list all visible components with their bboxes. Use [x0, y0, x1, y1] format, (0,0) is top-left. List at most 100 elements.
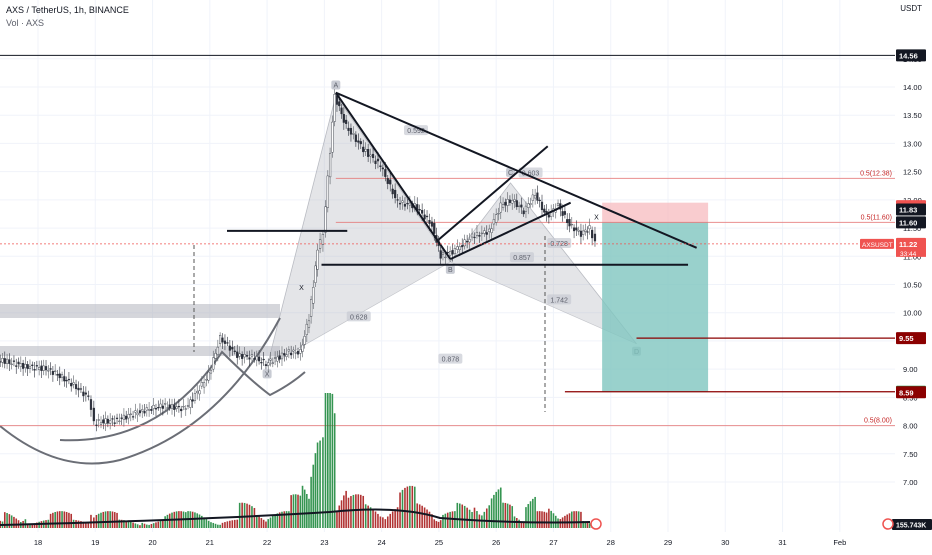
- volume-bar: [442, 514, 444, 528]
- candle-body: [561, 211, 564, 216]
- volume-bar: [255, 515, 258, 528]
- price-badge-value: 8.59: [899, 388, 914, 397]
- volume-bar: [166, 514, 169, 528]
- candle-body: [58, 373, 61, 379]
- candle-body: [439, 250, 442, 259]
- volume-bar: [538, 511, 541, 528]
- volume-bar: [288, 511, 290, 528]
- volume-bar: [31, 524, 34, 528]
- ratio-label: 0.628: [350, 314, 368, 321]
- candle-body: [200, 382, 203, 387]
- candle-body: [478, 235, 481, 237]
- price-badge: [896, 216, 926, 229]
- volume-ma-line: [0, 508, 591, 526]
- volume-bar: [3, 512, 6, 528]
- volume-bar: [345, 490, 347, 528]
- candle-body: [212, 357, 215, 370]
- target-zone: [602, 222, 709, 392]
- candle-body: [386, 178, 389, 184]
- candle-body: [141, 409, 144, 412]
- candle-body: [307, 320, 311, 328]
- volume-bar: [495, 491, 497, 528]
- ratio-badge: [404, 125, 428, 136]
- volume-bar: [125, 520, 127, 528]
- candle-body: [233, 350, 236, 352]
- candle-body: [95, 424, 98, 426]
- price-badge: [896, 49, 926, 62]
- candle-body: [170, 404, 174, 409]
- pattern-x-label: X: [299, 285, 304, 292]
- volume-bar: [219, 524, 221, 528]
- candle-body: [276, 356, 279, 362]
- price-badge-value: 11.60: [899, 218, 917, 227]
- candle-body: [536, 192, 539, 201]
- candle-body: [406, 202, 409, 205]
- candle-body: [421, 210, 424, 214]
- volume-bar: [132, 522, 134, 528]
- volume-bar: [159, 520, 162, 528]
- volume-bar: [102, 511, 105, 528]
- candle-body: [177, 405, 180, 408]
- candle-body: [531, 194, 534, 201]
- volume-bar: [541, 511, 543, 528]
- candle-body: [42, 365, 45, 371]
- volume-bar: [369, 507, 372, 528]
- volume-bar: [570, 511, 573, 528]
- candle-body: [84, 392, 87, 395]
- volume-bar: [226, 521, 229, 528]
- countdown-label: 33:44: [900, 251, 917, 258]
- candle-body: [118, 420, 121, 422]
- volume-bar: [141, 522, 144, 528]
- volume-bar: [283, 511, 286, 528]
- volume-bar: [355, 494, 357, 528]
- candle-body: [575, 227, 578, 231]
- volume-bar: [384, 519, 387, 528]
- candle-body: [506, 199, 509, 206]
- candle-body: [264, 364, 268, 366]
- candle-body: [104, 418, 107, 425]
- volume-bar: [97, 513, 100, 528]
- volume-bar: [75, 520, 77, 528]
- volume-bar: [290, 495, 292, 528]
- candle-body: [129, 413, 132, 415]
- candle-body: [461, 245, 464, 248]
- volume-bar: [299, 495, 302, 528]
- candle-body: [568, 218, 571, 227]
- candle-body: [425, 215, 429, 218]
- x-tick-label: Feb: [833, 538, 846, 547]
- volume-bar: [336, 510, 338, 528]
- candle-body: [468, 239, 471, 243]
- candle-body: [269, 358, 272, 361]
- y-tick-label: 13.50: [903, 111, 922, 120]
- candle-body: [285, 354, 288, 357]
- volume-bar: [401, 489, 404, 528]
- volume-bar: [70, 513, 73, 528]
- x-tick-label: 22: [263, 538, 271, 547]
- volume-bar: [281, 511, 283, 528]
- x-tick-label: 28: [607, 538, 615, 547]
- candle-body: [136, 412, 139, 416]
- volume-bar: [65, 511, 68, 528]
- volume-bar: [545, 512, 548, 528]
- volume-bar: [497, 489, 500, 528]
- volume-bar: [68, 512, 70, 528]
- harmonic-bcd: [450, 182, 637, 344]
- support-zone-lower: [0, 346, 280, 356]
- volume-bar: [406, 486, 409, 528]
- candle-body: [333, 93, 336, 122]
- volume-bar: [210, 522, 212, 528]
- volume-bar: [143, 523, 146, 528]
- candle-body: [0, 361, 2, 363]
- candle-body: [305, 323, 308, 335]
- volume-bar: [241, 502, 243, 528]
- candle-body: [591, 229, 594, 239]
- candle-body: [51, 371, 54, 375]
- x-tick-label: 18: [34, 538, 42, 547]
- candle-body: [321, 234, 325, 245]
- candle-body: [243, 354, 246, 358]
- candle-body: [193, 393, 197, 401]
- volume-bar: [439, 520, 442, 528]
- ratio-badge: [547, 238, 572, 248]
